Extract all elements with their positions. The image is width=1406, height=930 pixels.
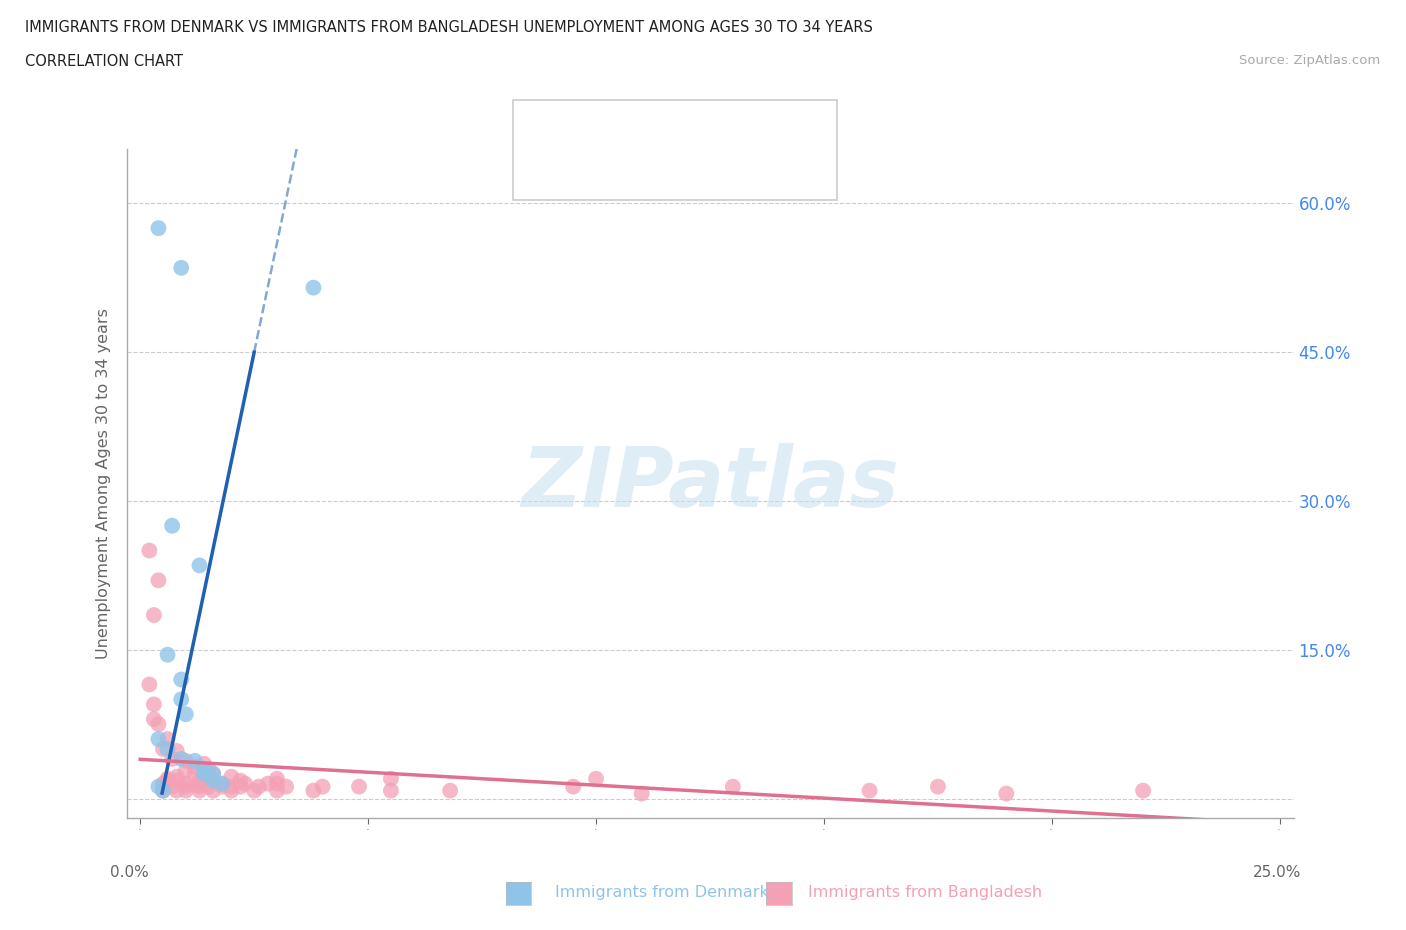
Point [184,753,207,768]
Point [229,773,252,788]
Point [148,573,170,588]
Point [156,732,179,747]
Point [193,766,215,781]
Text: 0.0%: 0.0% [110,865,149,880]
Point [142,697,165,711]
Point [148,779,170,794]
Point [142,711,165,726]
Point [197,762,219,777]
Text: Immigrants from Bangladesh: Immigrants from Bangladesh [808,885,1043,900]
Point [266,783,288,798]
Point [152,783,174,798]
Point [188,558,211,573]
Point [170,260,193,275]
Point [142,607,165,622]
Point [995,786,1018,801]
Point [156,773,179,788]
Point [166,773,188,788]
Point [380,783,402,798]
Point [148,732,170,747]
Point [221,779,243,794]
Point [152,779,174,794]
Text: Immigrants from Denmark: Immigrants from Denmark [555,885,769,900]
Text: R = 0.609   N = 20: R = 0.609 N = 20 [572,111,772,129]
Point [188,777,211,791]
Point [174,753,197,768]
Point [184,766,207,781]
Point [257,777,280,791]
Point [193,756,215,771]
Point [148,220,170,235]
Point [156,647,179,662]
Point [243,783,266,798]
Point [170,672,193,687]
Point [160,518,183,533]
Text: Source: ZipAtlas.com: Source: ZipAtlas.com [1240,54,1381,67]
Point [211,779,233,794]
Y-axis label: Unemployment Among Ages 30 to 34 years: Unemployment Among Ages 30 to 34 years [96,308,111,659]
Point [858,783,880,798]
Point [152,777,174,791]
Text: CORRELATION CHART: CORRELATION CHART [25,54,183,69]
Point [439,783,461,798]
Point [202,783,225,798]
Point [156,771,179,786]
Point [174,707,197,722]
Point [233,777,256,791]
Point [202,766,225,781]
Point [585,771,607,786]
Point [170,751,193,766]
Point [188,773,211,788]
Point [274,779,297,794]
Point [138,543,160,558]
Point [174,777,197,791]
Point [193,762,215,777]
Point [221,783,243,798]
Point [311,779,333,794]
Point [721,779,744,794]
Point [211,777,233,791]
Point [562,779,585,794]
Point [174,764,197,778]
Point [152,741,174,756]
Text: IMMIGRANTS FROM DENMARK VS IMMIGRANTS FROM BANGLADESH UNEMPLOYMENT AMONG AGES 30: IMMIGRANTS FROM DENMARK VS IMMIGRANTS FR… [25,20,873,35]
Point [152,783,174,798]
Point [160,751,183,766]
Point [202,773,225,788]
Point [211,777,233,791]
Point [174,783,197,798]
Point [927,779,949,794]
Point [266,777,288,791]
Point [202,773,225,788]
Point [188,783,211,798]
Text: 25.0%: 25.0% [1253,865,1301,880]
Point [229,779,252,794]
Point [188,779,211,794]
Point [347,779,370,794]
Point [630,786,652,801]
Text: R = 0.238   N = 65: R = 0.238 N = 65 [572,157,772,176]
Point [302,783,325,798]
Point [221,769,243,784]
Point [166,743,188,758]
Point [160,779,183,794]
Point [302,280,325,295]
Point [184,760,207,775]
Point [170,692,193,707]
Point [156,741,179,756]
Point [380,771,402,786]
Point [138,677,160,692]
Text: ZIPatlas: ZIPatlas [522,443,898,525]
Point [174,779,197,794]
Point [166,783,188,798]
Point [1132,783,1154,798]
Point [247,779,270,794]
Point [148,717,170,732]
Point [197,779,219,794]
Point [202,766,225,781]
Point [166,769,188,784]
Point [266,771,288,786]
